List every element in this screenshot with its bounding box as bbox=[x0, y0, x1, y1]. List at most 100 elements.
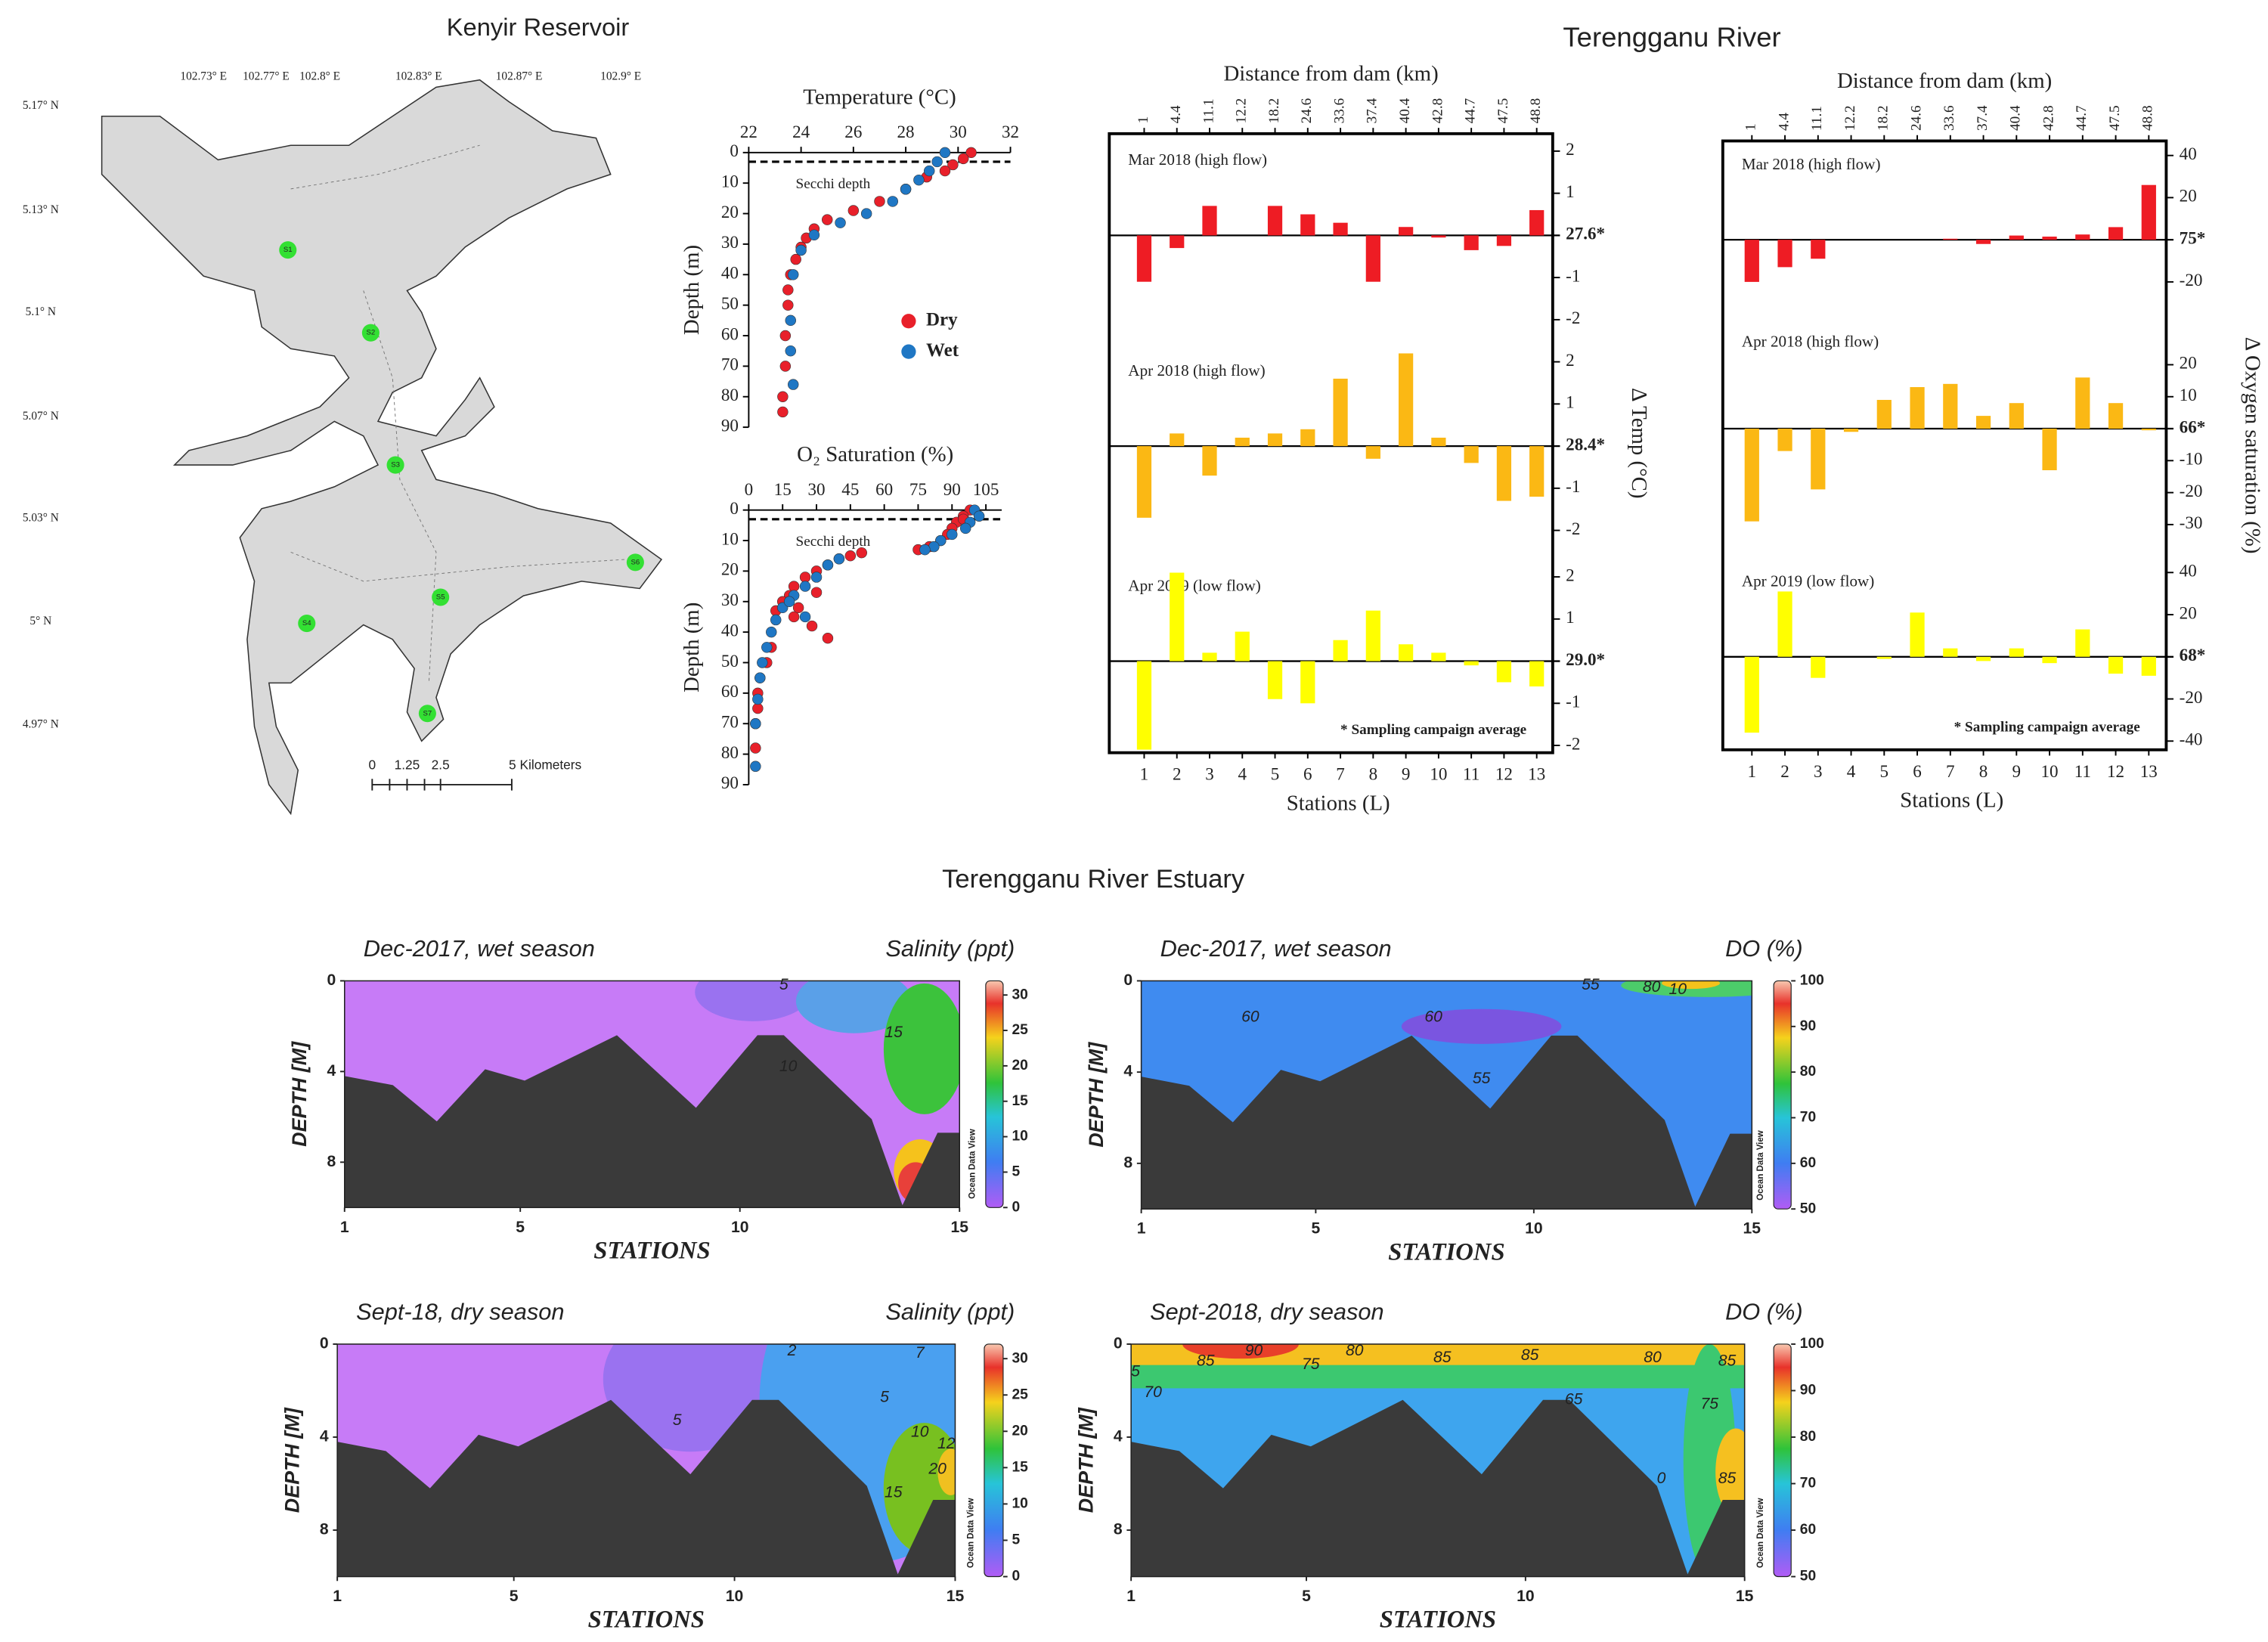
y-axis-label: DEPTH [M] bbox=[288, 1041, 311, 1147]
y-tick-label: -40 bbox=[2180, 730, 2203, 749]
variable-label: Salinity (ppt) bbox=[885, 935, 1015, 962]
data-point bbox=[822, 632, 834, 644]
bar bbox=[1876, 399, 1892, 429]
contour-fill bbox=[1662, 981, 1720, 990]
x-tick-label: 75 bbox=[909, 479, 927, 499]
bar bbox=[2075, 629, 2090, 657]
bathymetry bbox=[337, 1399, 956, 1577]
x-axis-label: STATIONS bbox=[1380, 1606, 1496, 1634]
bar bbox=[1136, 235, 1152, 282]
bar bbox=[1300, 429, 1315, 447]
x-tick-label: 5 bbox=[1302, 1588, 1311, 1605]
contour-fill bbox=[1182, 1343, 1299, 1359]
top-tick-label: 24.6 bbox=[1908, 105, 1924, 131]
x-tick-label: 90 bbox=[943, 479, 961, 499]
x-tick-label: 5 bbox=[1880, 761, 1889, 781]
plot-frame bbox=[336, 1343, 956, 1578]
data-point bbox=[783, 596, 795, 607]
colorbar-tick-label: 90 bbox=[1800, 1383, 1816, 1399]
contour-label: 85 bbox=[1197, 1352, 1215, 1370]
y-tick-label: 30 bbox=[721, 232, 739, 252]
x-tick-label: 12 bbox=[1495, 764, 1513, 784]
data-point bbox=[833, 553, 845, 565]
y-tick-label: 20 bbox=[2180, 186, 2197, 206]
top-tick-label: 11.1 bbox=[1201, 98, 1216, 123]
contour-label: 5 bbox=[880, 1388, 889, 1405]
data-point bbox=[835, 217, 846, 228]
y-tick-label: 66* bbox=[2180, 417, 2206, 436]
contour-label: 85 bbox=[1521, 1346, 1539, 1364]
bar bbox=[1431, 652, 1446, 661]
top-tick-label: 18.2 bbox=[1266, 98, 1282, 124]
contour-label: 5 bbox=[779, 976, 789, 993]
x-tick-label: 2 bbox=[1780, 761, 1789, 781]
y-tick-label: 29.0* bbox=[1566, 649, 1605, 669]
data-point bbox=[973, 510, 985, 522]
colorbar bbox=[984, 1343, 1004, 1578]
lon-label: 102.8° E bbox=[299, 70, 340, 82]
x-tick-label: 45 bbox=[841, 479, 859, 499]
station-label: S2 bbox=[367, 329, 376, 337]
contour-label: 90 bbox=[1245, 1342, 1263, 1359]
bar bbox=[1744, 429, 1759, 522]
y-tick-label: 0 bbox=[1114, 1335, 1123, 1352]
lon-label: 102.87° E bbox=[496, 70, 543, 82]
station-dot bbox=[626, 553, 644, 572]
data-point bbox=[782, 299, 794, 311]
y-tick-label: 40 bbox=[2180, 561, 2197, 581]
data-point bbox=[750, 718, 761, 730]
bar bbox=[1136, 446, 1152, 518]
data-point bbox=[958, 153, 969, 165]
y-tick-label: -2 bbox=[1566, 733, 1580, 753]
top-tick-label: 12.2 bbox=[1234, 98, 1250, 124]
contour-label: 80 bbox=[1643, 978, 1661, 996]
x-tick-label: 30 bbox=[807, 479, 825, 499]
lat-label: 5.07° N bbox=[23, 410, 59, 423]
colorbar-tick-label: 50 bbox=[1800, 1201, 1816, 1216]
panel-frame bbox=[1721, 139, 2168, 751]
x-tick-label: 5 bbox=[516, 1219, 525, 1236]
top-tick-label: 18.2 bbox=[1876, 105, 1892, 131]
bathymetry bbox=[344, 1035, 960, 1208]
legend-label: Wet bbox=[926, 340, 959, 361]
y-tick-label: 40 bbox=[721, 620, 739, 640]
variable-label: DO (%) bbox=[1725, 935, 1803, 962]
contour-label: 60 bbox=[1424, 1008, 1442, 1025]
bar bbox=[1170, 572, 1185, 661]
colorbar-tick-label: 5 bbox=[1012, 1164, 1020, 1180]
y-tick-label: 4 bbox=[1123, 1063, 1132, 1080]
bar bbox=[1333, 378, 1348, 447]
bar bbox=[1496, 235, 1512, 246]
scale-label: 0 bbox=[368, 757, 376, 773]
bar bbox=[1267, 661, 1283, 699]
bar bbox=[2042, 236, 2057, 240]
colorbar-tick-label: 10 bbox=[1012, 1495, 1027, 1511]
top-tick-label: 48.8 bbox=[2140, 105, 2156, 131]
y-axis-label: Δ Oxygen saturation (%) bbox=[2240, 337, 2264, 554]
top-tick-label: 44.7 bbox=[2074, 105, 2090, 131]
top-tick-label: 37.4 bbox=[1975, 105, 1991, 131]
x-tick-label: 10 bbox=[731, 1219, 749, 1236]
bar bbox=[1910, 612, 1925, 657]
top-tick-label: 40.4 bbox=[2008, 105, 2024, 131]
x-tick-label: 1 bbox=[340, 1219, 349, 1236]
bar bbox=[1202, 446, 1217, 476]
top-tick-label: 42.8 bbox=[2040, 105, 2056, 131]
panel-title: Dec-2017, wet season bbox=[1160, 935, 1392, 962]
top-tick-label: 24.6 bbox=[1299, 98, 1315, 123]
watermark: Ocean Data View bbox=[1756, 1130, 1765, 1201]
colorbar-tick-label: 50 bbox=[1800, 1569, 1816, 1585]
y-tick-label: 2 bbox=[1566, 565, 1575, 584]
x-tick-label: 10 bbox=[1517, 1588, 1535, 1605]
bar bbox=[1202, 652, 1217, 661]
x-axis-label: Stations (L) bbox=[1287, 791, 1390, 815]
map-title: Kenyir Reservoir bbox=[447, 13, 630, 41]
data-point bbox=[847, 205, 860, 216]
panel-title: Dec-2017, wet season bbox=[364, 935, 595, 962]
y-tick-label: 1 bbox=[1566, 181, 1575, 201]
contour-label: 15 bbox=[885, 1483, 903, 1501]
data-point bbox=[766, 626, 777, 638]
bar bbox=[1910, 387, 1925, 429]
bar bbox=[2108, 656, 2124, 674]
x-tick-label: 9 bbox=[1402, 764, 1411, 784]
